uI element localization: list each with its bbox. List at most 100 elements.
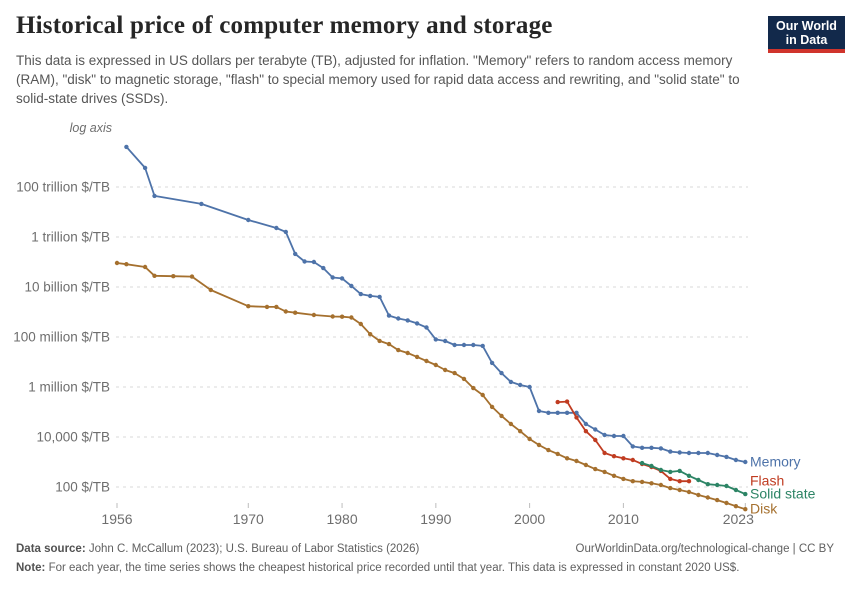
series-point-memory bbox=[555, 410, 560, 415]
chart-footer: Data source: John C. McCallum (2023); U.… bbox=[16, 543, 834, 555]
series-point-solid-state bbox=[677, 468, 682, 474]
y-axis-label: 1 million $/TB bbox=[28, 380, 110, 395]
series-point-solid-state bbox=[724, 483, 729, 489]
series-point-disk bbox=[639, 479, 645, 485]
series-point-disk bbox=[433, 362, 438, 368]
series-line-solid-state[interactable] bbox=[641, 462, 747, 495]
series-point-memory bbox=[452, 342, 457, 348]
series-point-disk bbox=[583, 462, 589, 468]
series-point-memory bbox=[443, 338, 448, 344]
series-point-disk bbox=[396, 347, 401, 353]
series-point-memory bbox=[405, 318, 410, 323]
series-point-disk bbox=[518, 429, 523, 434]
series-point-memory bbox=[658, 446, 664, 451]
x-axis-label: 1970 bbox=[233, 511, 264, 527]
x-axis-label: 2023 bbox=[723, 511, 754, 527]
note-text: For each year, the time series shows the… bbox=[48, 562, 740, 574]
series-point-disk bbox=[171, 274, 176, 279]
y-axis-label: 10,000 $/TB bbox=[36, 430, 110, 445]
series-point-disk bbox=[358, 321, 363, 327]
x-axis-label: 1990 bbox=[420, 511, 451, 527]
x-axis-label: 2000 bbox=[514, 511, 545, 527]
series-point-disk bbox=[274, 304, 279, 310]
series-point-disk bbox=[668, 485, 673, 491]
series-point-memory bbox=[414, 321, 420, 326]
owid-url-link[interactable]: OurWorldinData.org/technological-change … bbox=[575, 543, 834, 555]
series-point-disk bbox=[405, 350, 410, 356]
series-line-memory[interactable] bbox=[125, 146, 747, 463]
series-point-disk bbox=[264, 304, 270, 310]
series-point-memory bbox=[715, 452, 720, 458]
series-point-memory bbox=[743, 459, 748, 465]
series-point-memory bbox=[518, 382, 523, 388]
series-point-memory bbox=[302, 259, 307, 264]
series-point-disk bbox=[471, 385, 476, 391]
series-point-disk bbox=[593, 466, 598, 472]
series-point-disk bbox=[621, 476, 626, 482]
series-point-solid-state bbox=[668, 469, 673, 475]
series-point-flash bbox=[686, 479, 692, 484]
series-point-flash bbox=[583, 429, 589, 434]
series-point-disk bbox=[461, 376, 467, 382]
series-point-solid-state bbox=[686, 473, 692, 478]
series-point-disk bbox=[499, 413, 504, 419]
series-label-flash[interactable]: Flash bbox=[750, 473, 784, 489]
series-point-disk bbox=[555, 451, 560, 457]
series-point-disk bbox=[658, 482, 664, 488]
series-point-memory bbox=[199, 201, 204, 207]
series-point-memory bbox=[424, 325, 429, 330]
series-label-disk[interactable]: Disk bbox=[750, 501, 778, 517]
series-point-memory bbox=[471, 342, 476, 348]
series-point-flash bbox=[677, 479, 682, 484]
series-label-memory[interactable]: Memory bbox=[750, 454, 801, 470]
owid-logo-line1: Our World bbox=[776, 18, 837, 33]
series-point-solid-state bbox=[715, 482, 720, 488]
series-point-memory bbox=[546, 410, 551, 415]
series-point-memory bbox=[724, 454, 729, 460]
series-point-memory bbox=[142, 165, 148, 171]
series-point-memory bbox=[339, 276, 345, 281]
series-point-memory bbox=[274, 225, 279, 231]
series-point-memory bbox=[386, 313, 392, 318]
series-point-memory bbox=[152, 193, 157, 199]
series-point-memory bbox=[293, 251, 298, 257]
series-point-memory bbox=[396, 316, 401, 321]
series-point-flash bbox=[621, 456, 626, 461]
series-point-disk bbox=[114, 260, 120, 266]
y-axis-label: 100 $/TB bbox=[55, 480, 110, 495]
series-point-disk bbox=[743, 507, 748, 512]
series-point-disk bbox=[649, 481, 654, 486]
series-point-flash bbox=[574, 415, 579, 420]
series-point-disk bbox=[414, 354, 420, 360]
page-title: Historical price of computer memory and … bbox=[16, 12, 553, 39]
series-point-memory bbox=[508, 379, 514, 385]
series-point-disk bbox=[349, 315, 354, 320]
series-label-solid-state[interactable]: Solid state bbox=[750, 486, 816, 502]
series-point-disk bbox=[368, 332, 373, 337]
series-point-memory bbox=[602, 432, 607, 438]
series-point-flash bbox=[593, 437, 598, 443]
series-point-solid-state bbox=[639, 460, 645, 466]
series-point-disk bbox=[339, 314, 345, 319]
series-point-disk bbox=[452, 370, 457, 376]
series-point-memory bbox=[246, 217, 251, 223]
series-point-memory bbox=[527, 384, 532, 390]
series-point-flash bbox=[564, 399, 570, 404]
y-axis-label: 100 million $/TB bbox=[13, 330, 110, 345]
series-point-memory bbox=[321, 265, 326, 271]
series-point-disk bbox=[564, 456, 570, 461]
series-point-memory bbox=[733, 457, 739, 463]
series-point-disk bbox=[705, 495, 710, 500]
series-line-disk[interactable] bbox=[116, 262, 747, 511]
series-point-memory bbox=[311, 259, 317, 265]
y-axis-label: 10 billion $/TB bbox=[24, 280, 110, 295]
owid-logo[interactable]: Our World in Data bbox=[768, 16, 845, 53]
series-point-memory bbox=[621, 433, 626, 439]
series-point-memory bbox=[583, 421, 589, 427]
x-axis-label: 1980 bbox=[326, 511, 357, 527]
series-point-disk bbox=[246, 304, 251, 309]
series-point-memory bbox=[349, 283, 354, 289]
series-point-disk bbox=[424, 358, 429, 364]
